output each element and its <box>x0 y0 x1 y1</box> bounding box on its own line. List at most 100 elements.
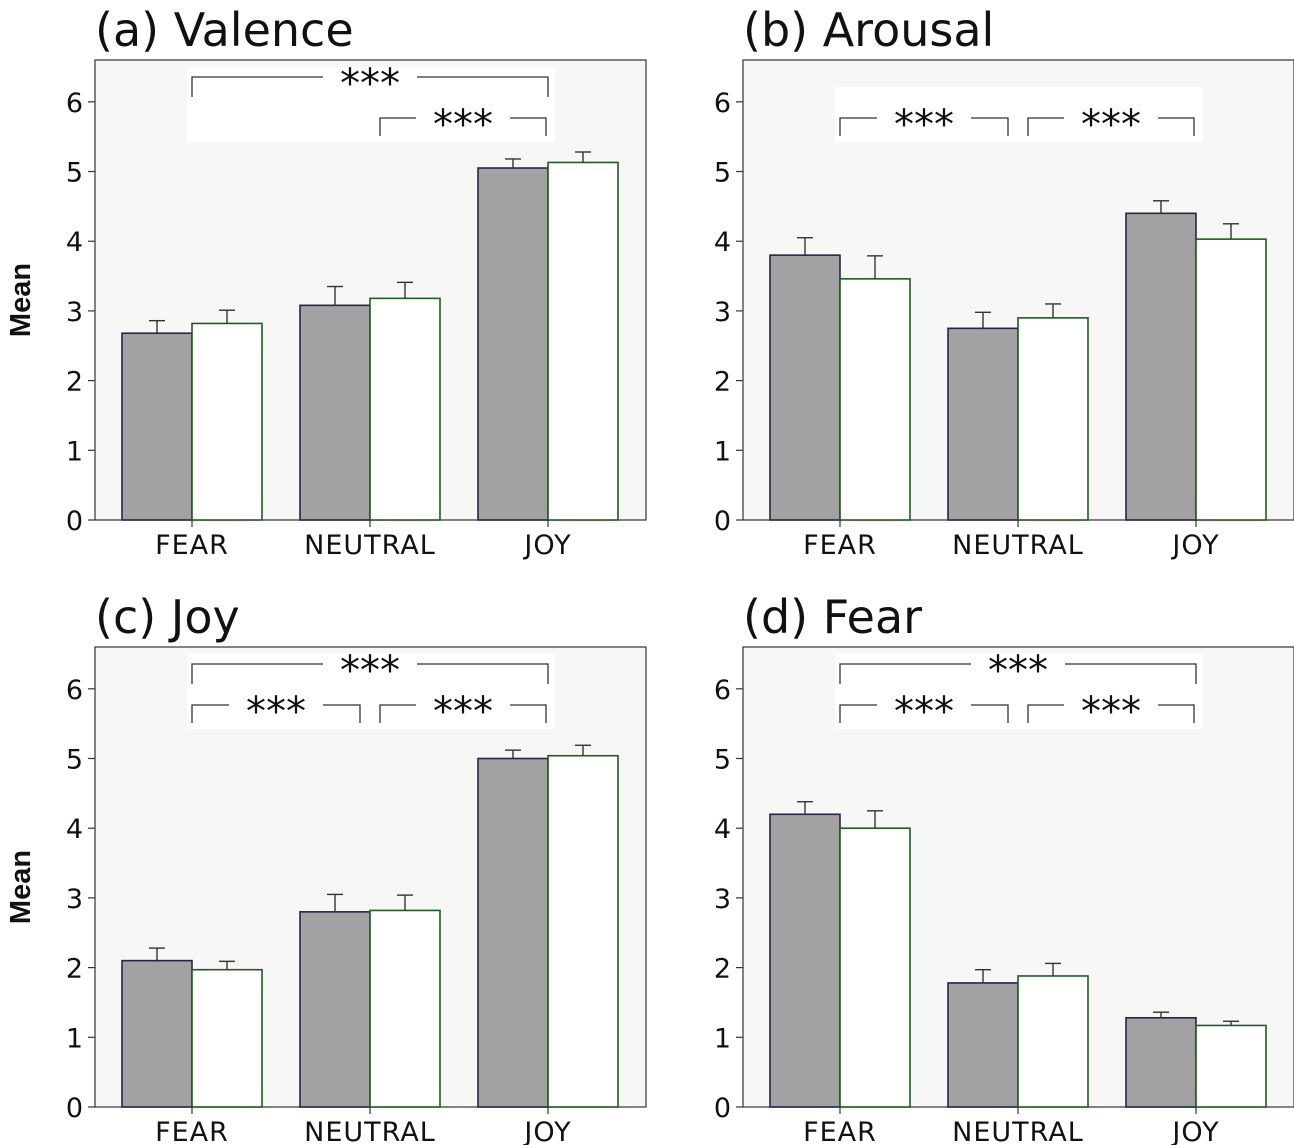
significance-box <box>835 654 1203 729</box>
significance-bracket <box>839 663 971 684</box>
bar <box>1125 212 1197 521</box>
y-tick-label: 2 <box>66 367 83 398</box>
bar <box>369 297 441 521</box>
significance-bracket <box>191 76 323 97</box>
chart-panel: (b) Arousal 0 1 2 3 4 5 6 FEAR NEUTRAL JOY *** *** <box>714 3 1294 561</box>
significance-bracket <box>417 663 549 684</box>
y-tick-label: 0 <box>66 1093 83 1124</box>
y-axis-label: Mean <box>5 263 37 337</box>
significance-bracket <box>379 704 416 723</box>
significance-label: *** <box>340 648 400 694</box>
bar <box>1017 317 1089 521</box>
y-tick-label: 2 <box>714 954 731 985</box>
y-tick-label: 5 <box>714 745 731 776</box>
significance-bracket <box>1027 704 1064 723</box>
x-tick-label: FEAR <box>155 530 229 561</box>
x-tick-label: JOY <box>522 1117 571 1145</box>
bar <box>769 813 841 1108</box>
bar <box>477 167 549 521</box>
significance-bracket <box>971 704 1009 723</box>
y-tick-label: 1 <box>66 436 83 467</box>
y-tick-label: 3 <box>714 884 731 915</box>
significance-box <box>187 654 555 729</box>
y-tick-label: 3 <box>66 884 83 915</box>
y-tick-label: 6 <box>714 675 731 706</box>
y-tick-label: 5 <box>66 158 83 189</box>
bar <box>1125 1016 1197 1108</box>
bar <box>839 278 911 521</box>
bar <box>121 332 193 521</box>
bar <box>477 757 549 1108</box>
significance-label: *** <box>246 689 306 735</box>
significance-bracket <box>1027 117 1064 136</box>
x-tick-label: JOY <box>1170 530 1219 561</box>
y-tick-label: 6 <box>66 675 83 706</box>
significance-bracket <box>417 76 549 97</box>
x-tick-label: JOY <box>1170 1117 1219 1145</box>
chart-title: (c) Joy <box>95 590 240 644</box>
x-tick-label: NEUTRAL <box>952 1117 1084 1145</box>
bar <box>547 754 619 1108</box>
chart-title: (b) Arousal <box>743 3 994 57</box>
y-tick-label: 1 <box>714 1023 731 1054</box>
x-tick-label: NEUTRAL <box>952 530 1084 561</box>
x-tick-label: NEUTRAL <box>304 1117 436 1145</box>
significance-label: *** <box>340 61 400 107</box>
y-tick-label: 1 <box>714 436 731 467</box>
chart-title: (a) Valence <box>95 3 354 57</box>
y-tick-label: 5 <box>66 745 83 776</box>
y-tick-label: 3 <box>714 297 731 328</box>
bar <box>839 827 911 1108</box>
significance-bracket <box>510 704 547 723</box>
bar <box>1195 1024 1267 1108</box>
significance-bracket <box>1065 663 1197 684</box>
significance-label: *** <box>988 648 1048 694</box>
significance-bracket <box>323 704 361 723</box>
x-tick-label: FEAR <box>155 1117 229 1145</box>
y-tick-label: 0 <box>714 506 731 537</box>
bar <box>947 982 1019 1108</box>
chart-panel: (c) Joy Mean 0 1 2 3 4 5 6 FEAR NEUTRAL JOY *** *** **… <box>5 590 647 1145</box>
significance-label: *** <box>894 102 954 148</box>
significance-bracket <box>510 117 547 136</box>
y-tick-label: 1 <box>66 1023 83 1054</box>
significance-box <box>187 67 555 142</box>
significance-bracket <box>971 117 1009 136</box>
bar <box>547 161 619 521</box>
y-tick-label: 0 <box>714 1093 731 1124</box>
x-tick-label: JOY <box>522 530 571 561</box>
bar <box>1195 238 1267 521</box>
y-tick-label: 6 <box>714 88 731 119</box>
significance-bracket <box>379 117 416 136</box>
significance-bracket <box>191 704 229 723</box>
bar <box>769 254 841 521</box>
y-tick-label: 4 <box>66 814 83 845</box>
y-tick-label: 4 <box>714 227 731 258</box>
bar <box>191 322 263 521</box>
x-tick-label: FEAR <box>803 530 877 561</box>
significance-bracket <box>1158 704 1195 723</box>
y-tick-label: 3 <box>66 297 83 328</box>
bar <box>191 968 263 1108</box>
y-tick-label: 0 <box>66 506 83 537</box>
y-tick-label: 2 <box>714 367 731 398</box>
significance-label: *** <box>433 689 493 735</box>
significance-bracket <box>839 704 877 723</box>
bar <box>299 911 371 1108</box>
bar <box>299 304 371 521</box>
x-tick-label: FEAR <box>803 1117 877 1145</box>
y-tick-label: 4 <box>714 814 731 845</box>
y-tick-label: 4 <box>66 227 83 258</box>
y-tick-label: 6 <box>66 88 83 119</box>
significance-label: *** <box>894 689 954 735</box>
y-axis-label: Mean <box>5 850 37 924</box>
bar <box>1017 975 1089 1108</box>
bar <box>947 327 1019 521</box>
significance-box <box>835 87 1203 142</box>
y-tick-label: 5 <box>714 158 731 189</box>
significance-label: *** <box>433 102 493 148</box>
bar <box>369 909 441 1108</box>
chart-panel: (a) Valence Mean 0 1 2 3 4 5 6 FEAR NEUTRAL JOY *** *… <box>5 3 647 561</box>
significance-label: *** <box>1081 102 1141 148</box>
